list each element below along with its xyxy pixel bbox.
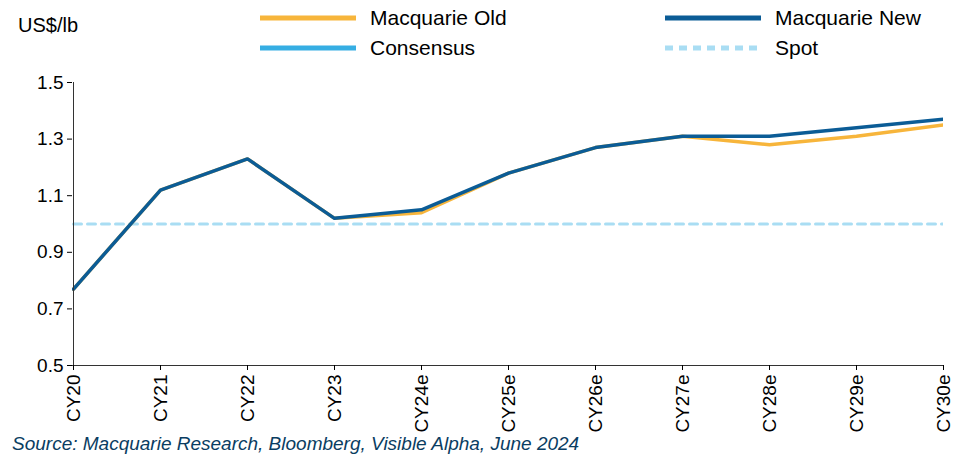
svg-text:1.3: 1.3 (37, 128, 63, 149)
svg-text:CY25e: CY25e (498, 375, 519, 433)
svg-text:CY30e: CY30e (933, 375, 954, 433)
html-text:Macquarie New: Macquarie New (775, 6, 921, 29)
svg-text:CY28e: CY28e (759, 375, 780, 433)
svg-text:CY27e: CY27e (672, 375, 693, 433)
svg-text:0.5: 0.5 (37, 355, 63, 376)
svg-text:0.7: 0.7 (37, 298, 63, 319)
html-text:Macquarie Old: Macquarie Old (370, 6, 507, 29)
html-text:Consensus: Consensus (370, 36, 476, 59)
svg-text:1.1: 1.1 (37, 185, 63, 206)
svg-text:CY29e: CY29e (846, 375, 867, 433)
svg-text:0.9: 0.9 (37, 241, 63, 262)
svg-text:CY23: CY23 (324, 375, 345, 423)
svg-text:CY26e: CY26e (585, 375, 606, 433)
svg-text:CY21: CY21 (150, 375, 171, 423)
svg-text:CY22: CY22 (237, 375, 258, 423)
html-text:Spot: Spot (775, 36, 819, 59)
html-text:US$/lb: US$/lb (18, 14, 78, 36)
html-text:Source: Macquarie Research, Bl: Source: Macquarie Research, Bloomberg, V… (12, 433, 580, 454)
svg-text:1.5: 1.5 (37, 72, 63, 93)
svg-text:CY24e: CY24e (411, 375, 432, 433)
svg-text:CY20: CY20 (63, 375, 84, 423)
